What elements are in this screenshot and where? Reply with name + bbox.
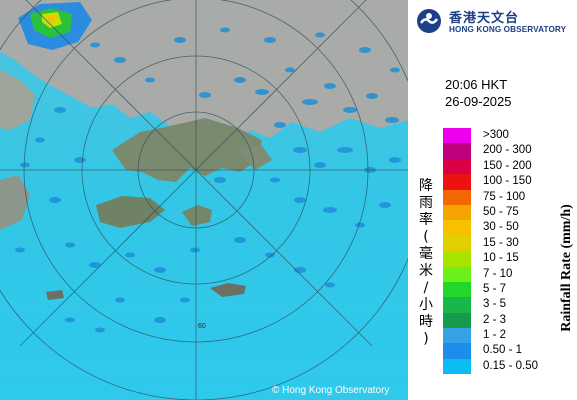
legend-label: 5 - 7	[483, 282, 507, 295]
legend-label: 100 - 150	[483, 175, 532, 188]
legend-swatch	[443, 235, 471, 252]
legend-item: 2 - 3	[443, 312, 577, 329]
legend-swatch	[443, 158, 471, 175]
legend-swatch	[443, 204, 471, 221]
legend-swatch	[443, 128, 471, 144]
legend-label: 3 - 5	[483, 298, 507, 311]
legend-label: 7 - 10	[483, 267, 513, 280]
mainland-terrain	[0, 0, 408, 142]
legend-label: 0.50 - 1	[483, 344, 522, 357]
legend-label: 150 - 200	[483, 159, 532, 172]
legend-swatch	[443, 189, 471, 205]
range-rings	[0, 0, 408, 400]
legend-label: >300	[483, 129, 509, 141]
legend-swatch	[443, 143, 471, 159]
copyright-text: © Hong Kong Observatory	[272, 385, 390, 396]
logo-name-zh: 香港天文台	[449, 11, 520, 26]
legend-swatch	[443, 174, 471, 190]
legend-label: 15 - 30	[483, 236, 519, 249]
legend-item: 100 - 150	[443, 174, 577, 190]
date-text: 26-09-2025	[445, 94, 512, 109]
legend-label: 75 - 100	[483, 190, 526, 203]
legend-item: 1 - 2	[443, 328, 577, 344]
hong-kong-terrain	[112, 118, 262, 182]
legend-item: 0.15 - 0.50	[443, 358, 577, 375]
legend-label: 1 - 2	[483, 329, 507, 342]
rainfall-legend: >300 200 - 300 150 - 200 100 - 150 75 - 100 5…	[443, 128, 577, 375]
legend-swatch	[443, 281, 471, 298]
legend-item: 3 - 5	[443, 297, 577, 313]
legend-title-en: Rainfall Rate (mm/h)	[559, 204, 574, 332]
logo-name-en: HONG KONG OBSERVATORY	[449, 25, 567, 34]
rain-cell	[18, 2, 92, 50]
info-panel: 香港天文台 HONG KONG OBSERVATORY 20:06 HKT 26…	[408, 0, 577, 400]
legend-title-zh: 降雨率(毫米 / 小時)	[419, 178, 433, 347]
legend-swatch	[443, 251, 471, 267]
legend-swatch	[443, 328, 471, 344]
legend-item: 0.50 - 1	[443, 343, 577, 359]
legend-label: 2 - 3	[483, 313, 507, 326]
lantau-island	[96, 196, 165, 228]
legend-item: 15 - 30	[443, 235, 577, 252]
legend-item: 5 - 7	[443, 281, 577, 298]
hko-logo-icon	[417, 9, 441, 33]
legend-item: 30 - 50	[443, 220, 577, 236]
legend-label: 10 - 15	[483, 252, 519, 265]
legend-label: 30 - 50	[483, 221, 519, 234]
range-ring-label: 60	[198, 323, 206, 330]
legend-label: 0.15 - 0.50	[483, 359, 538, 372]
legend-item: 50 - 75	[443, 204, 577, 221]
time-text: 20:06 HKT	[445, 77, 508, 92]
legend-label: 50 - 75	[483, 205, 519, 218]
legend-swatch	[443, 312, 471, 329]
legend-swatch	[443, 358, 471, 375]
legend-item: >300	[443, 128, 577, 144]
legend-item: 150 - 200	[443, 158, 577, 175]
legend-item: 10 - 15	[443, 251, 577, 267]
radar-map: 60 © Hong Kong Observatory	[0, 0, 408, 400]
legend-item: 7 - 10	[443, 266, 577, 282]
legend-swatch	[443, 220, 471, 236]
legend-swatch	[443, 343, 471, 359]
legend-label: 200 - 300	[483, 144, 532, 157]
legend-item: 75 - 100	[443, 189, 577, 205]
hko-logo: 香港天文台 HONG KONG OBSERVATORY	[414, 6, 574, 36]
timestamp: 20:06 HKT 26-09-2025	[445, 76, 512, 110]
legend-swatch	[443, 266, 471, 282]
legend-item: 200 - 300	[443, 143, 577, 159]
legend-swatch	[443, 297, 471, 313]
